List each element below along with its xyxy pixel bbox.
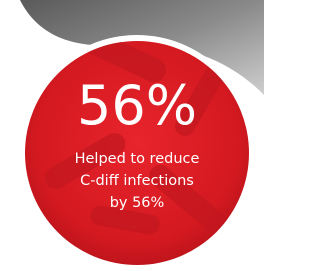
page: 56% Helped to reduce C-diff infections b… xyxy=(0,0,264,271)
badge-graphic: 56% Helped to reduce C-diff infections b… xyxy=(0,0,264,271)
caption-line: C-diff infections xyxy=(80,173,194,189)
headline: 56% xyxy=(77,74,197,137)
caption-line: Helped to reduce xyxy=(75,151,200,167)
caption-line: by 56% xyxy=(110,195,165,211)
